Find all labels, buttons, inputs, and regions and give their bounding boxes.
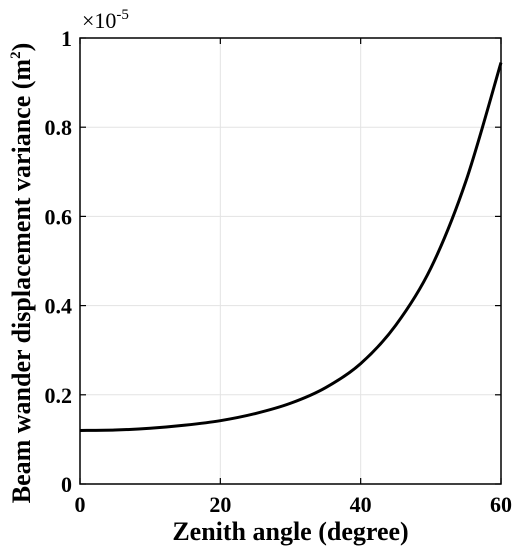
- x-tick-label: 60: [490, 492, 512, 517]
- y-axis-label: Beam wander displacement variance (m2): [7, 43, 36, 504]
- x-tick-label: 0: [75, 492, 86, 517]
- x-tick-label: 20: [209, 492, 231, 517]
- y-axis-exponent: ×10-5: [82, 7, 129, 33]
- axis-ticks: [79, 37, 502, 485]
- y-tick-label: 0: [61, 472, 72, 497]
- y-tick-label: 1: [61, 26, 72, 51]
- grid-lines: [79, 37, 502, 485]
- y-tick-label: 0.2: [45, 383, 73, 408]
- x-tick-label: 40: [350, 492, 372, 517]
- y-tick-label: 0.6: [45, 204, 73, 229]
- series-layer: [79, 62, 503, 432]
- y-tick-label: 0.8: [45, 115, 73, 140]
- x-axis-label: Zenith angle (degree): [172, 517, 408, 546]
- y-tick-label: 0.4: [45, 294, 73, 319]
- series-line: [79, 62, 503, 432]
- plot-frame: [79, 37, 502, 485]
